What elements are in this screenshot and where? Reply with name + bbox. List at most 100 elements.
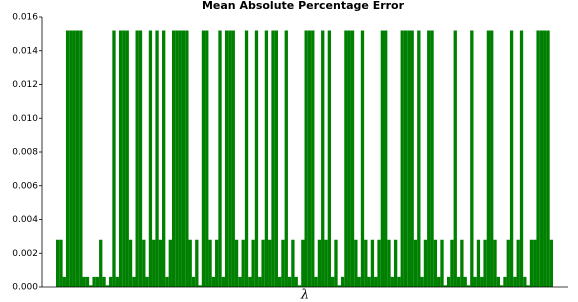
bar — [102, 276, 106, 287]
bar — [105, 285, 110, 287]
bar — [413, 239, 418, 287]
bar — [417, 30, 421, 287]
bar — [72, 30, 76, 287]
bar — [218, 30, 222, 287]
bar — [460, 239, 464, 287]
bar — [241, 239, 245, 287]
bar — [158, 239, 163, 287]
bar — [407, 30, 411, 287]
bar — [271, 30, 275, 287]
bar — [188, 239, 192, 287]
y-tick-label: 0.006 — [12, 181, 38, 191]
bar — [423, 239, 428, 287]
bar — [268, 239, 272, 287]
bar — [377, 239, 381, 287]
bar — [350, 30, 355, 287]
bar — [162, 30, 166, 287]
bar — [185, 30, 189, 287]
bar — [374, 276, 378, 287]
chart-title: Mean Absolute Percentage Error — [202, 0, 405, 12]
bar — [357, 276, 361, 287]
bar — [347, 30, 351, 287]
bar — [56, 239, 60, 287]
y-tick-label: 0.012 — [12, 80, 38, 90]
bar — [499, 285, 504, 287]
bar — [291, 239, 295, 287]
bar — [297, 285, 302, 287]
bar — [430, 30, 434, 287]
bar — [191, 276, 196, 287]
bar — [327, 30, 332, 287]
bar — [109, 276, 113, 287]
bar — [367, 276, 371, 287]
bar — [393, 239, 398, 287]
bar — [215, 239, 219, 287]
y-tick-label: 0.014 — [12, 46, 38, 56]
bar — [523, 276, 527, 287]
bar — [493, 239, 497, 287]
bar — [384, 30, 388, 287]
bar — [251, 239, 255, 287]
bar — [324, 239, 328, 287]
bar — [496, 276, 500, 287]
bar — [331, 276, 335, 287]
bar — [304, 30, 308, 287]
bar — [476, 239, 481, 287]
bar — [175, 30, 179, 287]
y-tick-label: 0.010 — [12, 114, 38, 124]
bar — [370, 239, 375, 287]
bar — [224, 30, 229, 287]
bar — [152, 239, 156, 287]
bar — [99, 239, 103, 287]
bar — [307, 30, 312, 287]
bar — [284, 30, 288, 287]
bar — [135, 30, 139, 287]
bar — [539, 30, 544, 287]
y-tick-label: 0.004 — [12, 215, 38, 225]
bar — [89, 285, 93, 287]
bar — [443, 285, 447, 287]
bar — [403, 30, 408, 287]
bar — [506, 239, 510, 287]
bar — [549, 239, 553, 287]
bar — [65, 30, 70, 287]
bar — [148, 30, 153, 287]
bar — [354, 239, 358, 287]
bar — [115, 276, 119, 287]
bar — [490, 30, 494, 287]
bar — [470, 30, 474, 287]
bar — [483, 239, 487, 287]
bar — [238, 276, 242, 287]
bar — [234, 239, 239, 287]
bar — [231, 30, 235, 287]
bar — [95, 276, 100, 287]
bar — [311, 30, 315, 287]
bar — [142, 239, 146, 287]
bar — [473, 276, 477, 287]
bar — [258, 276, 262, 287]
bar — [211, 276, 216, 287]
bar — [248, 276, 252, 287]
x-axis-label: λ — [300, 288, 309, 302]
bar — [274, 30, 278, 287]
bar — [195, 239, 199, 287]
bar — [513, 276, 517, 287]
bar — [364, 239, 368, 287]
bar — [82, 276, 86, 287]
bar — [168, 239, 172, 287]
y-tick-label: 0.002 — [12, 249, 38, 259]
bar — [118, 30, 123, 287]
bar — [344, 30, 348, 287]
bar — [529, 239, 534, 287]
bar — [125, 30, 129, 287]
bar — [463, 276, 467, 287]
bar — [138, 30, 143, 287]
bar — [360, 30, 365, 287]
bar — [261, 239, 265, 287]
bar — [301, 239, 305, 287]
bar — [543, 30, 547, 287]
bar — [480, 276, 484, 287]
bar — [456, 276, 461, 287]
